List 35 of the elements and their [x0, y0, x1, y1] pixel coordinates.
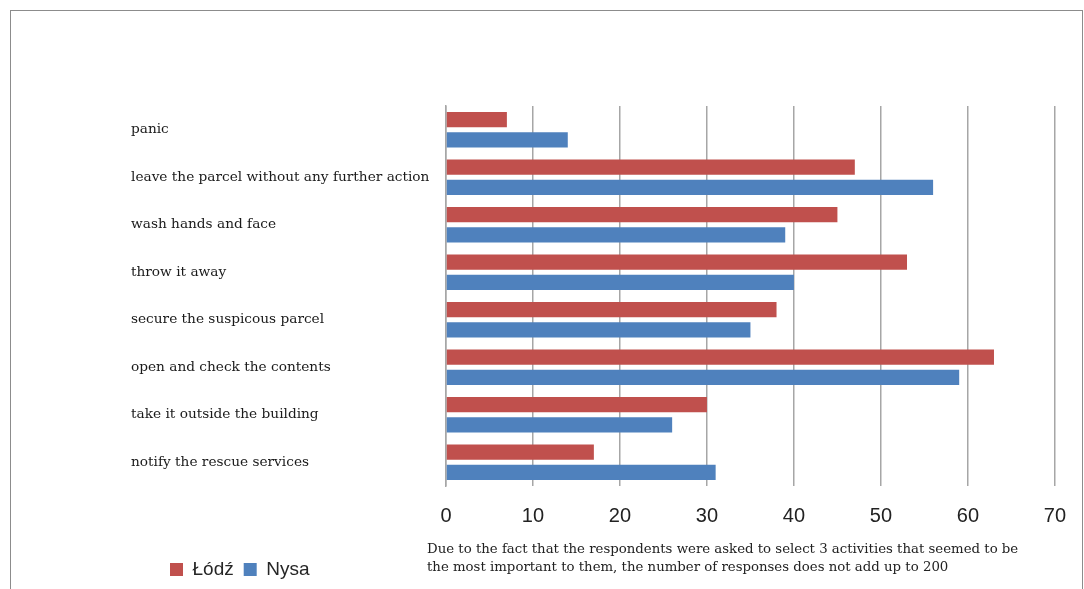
- bar: [446, 227, 786, 243]
- x-tick-label: 0: [440, 503, 452, 526]
- bar: [446, 159, 855, 175]
- bar: [446, 302, 777, 318]
- y-tick-label: take it outside the building: [131, 405, 319, 422]
- x-tick-label: 60: [956, 503, 980, 526]
- y-tick-label: open and check the contents: [131, 357, 331, 374]
- bar: [446, 132, 568, 148]
- bar: [446, 179, 934, 195]
- x-tick-label: 40: [782, 503, 806, 526]
- bar: [446, 464, 716, 480]
- bar: [446, 207, 838, 223]
- bar: [446, 322, 751, 338]
- x-tick-label: 70: [1043, 503, 1066, 526]
- y-tick-label: secure the suspicous parcel: [131, 310, 325, 327]
- bar: [446, 369, 960, 385]
- text: Due to the fact that the respondents were asked to select 3 activities that seemed to be the most important to them, the number of responses does not add up to 200: [427, 540, 1020, 576]
- y-tick-label: wash hands and face: [131, 215, 277, 232]
- bar: [446, 444, 594, 460]
- x-tick-label: 10: [521, 503, 545, 526]
- x-tick-label: 50: [869, 503, 893, 526]
- bar: [446, 349, 994, 365]
- x-tick-label: 20: [608, 503, 632, 526]
- legend-label: Łódź: [192, 557, 234, 579]
- y-tick-label: panic: [131, 120, 170, 137]
- bar: [446, 112, 507, 128]
- y-tick-label: throw it away: [131, 262, 227, 279]
- bar: [446, 397, 707, 413]
- bar: [446, 254, 908, 270]
- bar: [446, 417, 673, 433]
- legend-label: Nysa: [266, 557, 310, 579]
- x-tick-label: 30: [695, 503, 719, 526]
- bar: [446, 274, 794, 290]
- y-tick-label: notify the rescue services: [131, 452, 310, 469]
- y-tick-label: leave the parcel without any further action: [131, 167, 430, 184]
